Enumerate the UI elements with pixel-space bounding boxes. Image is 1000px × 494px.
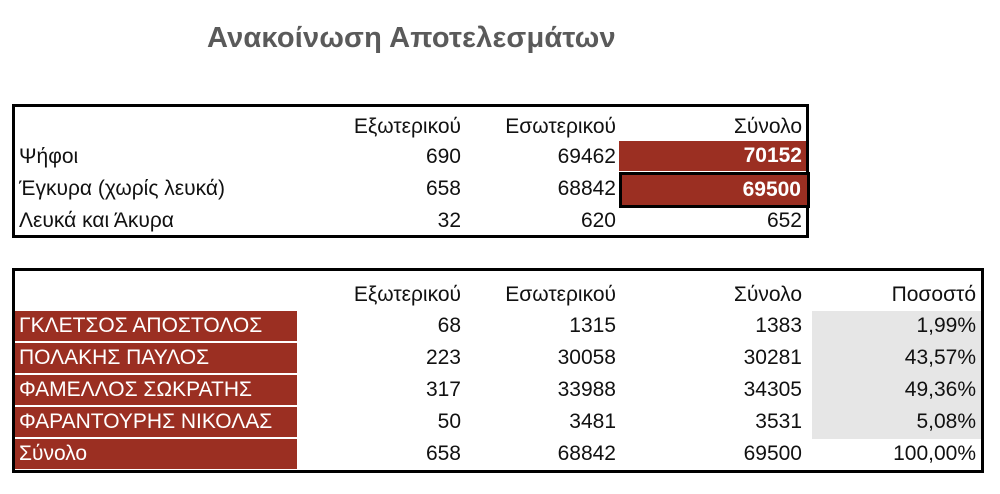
candidate-name: ΓΚΛΕΤΣΟΣ ΑΠΟΣΤΟΛΟΣ bbox=[15, 311, 297, 341]
candidate-total: 1383 bbox=[755, 314, 802, 337]
candidate-external: 223 bbox=[425, 346, 461, 369]
valid-internal: 68842 bbox=[557, 177, 616, 200]
total-percent: 100,00% bbox=[893, 442, 976, 465]
col-header-internal: Εσωτερικού bbox=[505, 283, 616, 306]
blank-total: 652 bbox=[766, 209, 802, 232]
candidate-external: 68 bbox=[437, 314, 461, 337]
candidate-external: 317 bbox=[425, 378, 461, 401]
col-header-total: Σύνολο bbox=[733, 283, 802, 306]
row-label-valid: Έγκυρα (χωρίς λευκά) bbox=[19, 177, 226, 200]
col-header-external: Εξωτερικού bbox=[353, 283, 461, 306]
candidate-percent: 43,57% bbox=[904, 346, 976, 369]
candidate-internal: 1315 bbox=[569, 314, 616, 337]
col-header-total: Σύνολο bbox=[733, 115, 802, 138]
summary-table: Εξωτερικού Εσωτερικού Σύνολο Ψήφοι 690 6… bbox=[12, 104, 810, 238]
valid-total: 69500 bbox=[619, 172, 810, 208]
row-label-votes: Ψήφοι bbox=[19, 145, 79, 168]
candidate-internal: 30058 bbox=[557, 346, 616, 369]
percent-column-background bbox=[812, 311, 981, 439]
votes-external: 690 bbox=[425, 145, 461, 168]
candidate-percent: 1,99% bbox=[916, 314, 976, 337]
page-title: Ανακοίνωση Αποτελεσμάτων bbox=[207, 22, 616, 54]
candidate-total: 34305 bbox=[743, 378, 802, 401]
total-internal: 68842 bbox=[557, 442, 616, 465]
total-external: 658 bbox=[425, 442, 461, 465]
candidate-internal: 33988 bbox=[557, 378, 616, 401]
candidate-total: 3531 bbox=[755, 410, 802, 433]
blank-external: 32 bbox=[437, 209, 461, 232]
candidate-percent: 5,08% bbox=[916, 410, 976, 433]
candidates-table: Εξωτερικού Εσωτερικού Σύνολο Ποσοστό ΓΚΛ… bbox=[12, 268, 984, 473]
row-label-blank-invalid: Λευκά και Άκυρα bbox=[19, 209, 174, 232]
total-total: 69500 bbox=[743, 442, 802, 465]
blank-internal: 620 bbox=[580, 209, 616, 232]
col-header-internal: Εσωτερικού bbox=[505, 115, 616, 138]
candidate-name: ΠΟΛΑΚΗΣ ΠΑΥΛΟΣ bbox=[15, 343, 297, 373]
votes-total: 70152 bbox=[619, 141, 806, 171]
candidate-percent: 49,36% bbox=[904, 378, 976, 401]
votes-internal: 69462 bbox=[557, 145, 616, 168]
total-label: Σύνολο bbox=[15, 439, 297, 469]
candidate-external: 50 bbox=[437, 410, 461, 433]
col-header-external: Εξωτερικού bbox=[353, 115, 461, 138]
candidate-internal: 3481 bbox=[569, 410, 616, 433]
candidate-name: ΦΑΜΕΛΛΟΣ ΣΩΚΡΑΤΗΣ bbox=[15, 375, 297, 405]
col-header-percent: Ποσοστό bbox=[891, 283, 976, 306]
candidate-total: 30281 bbox=[743, 346, 802, 369]
candidate-name: ΦΑΡΑΝΤΟΥΡΗΣ ΝΙΚΟΛΑΣ bbox=[15, 407, 297, 437]
valid-external: 658 bbox=[425, 177, 461, 200]
